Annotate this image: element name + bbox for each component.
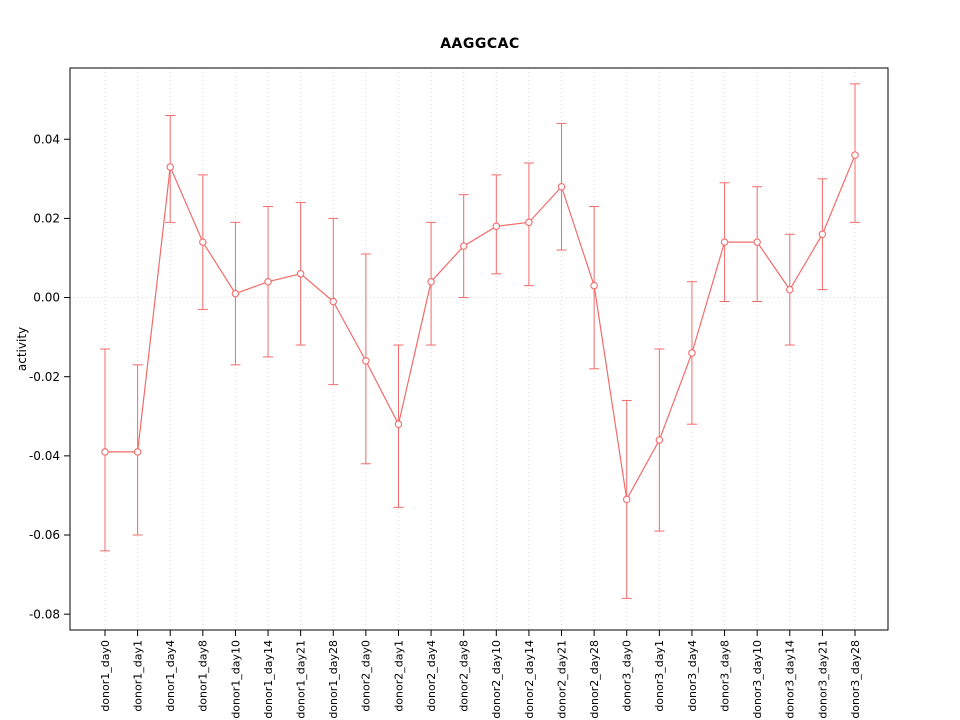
plot-box — [69, 67, 889, 631]
data-point — [166, 163, 174, 171]
x-tick-label: donor2_day1 — [392, 640, 405, 712]
data-point — [655, 436, 664, 444]
x-tick-label: donor1_day10 — [229, 640, 242, 719]
data-point — [329, 297, 338, 306]
data-point — [622, 495, 631, 504]
data-point — [688, 349, 696, 357]
x-tick-label: donor3_day8 — [718, 640, 731, 712]
data-point — [296, 270, 305, 278]
data-points — [101, 151, 859, 504]
data-point — [133, 448, 142, 456]
data-point — [264, 277, 272, 286]
data-point — [786, 285, 794, 294]
x-tick-label: donor2_day10 — [490, 640, 503, 719]
data-point — [720, 238, 729, 246]
data-point — [427, 277, 435, 286]
x-tick-label: donor1_day14 — [262, 640, 275, 719]
y-tick-label: -0.08 — [29, 607, 60, 621]
x-tick-label: donor1_day0 — [99, 640, 112, 712]
gridlines — [70, 68, 888, 630]
data-point — [557, 182, 566, 191]
axis-labels: -0.08 -0.06 -0.04 -0.02 0.00 0.02 0.04 donor1_d… — [15, 132, 862, 718]
y-tick-label: 0.00 — [33, 291, 60, 305]
data-point — [199, 238, 207, 246]
x-tick-label: donor2_day0 — [360, 640, 373, 712]
data-point — [851, 151, 859, 159]
y-axis-title: activity — [15, 327, 29, 371]
x-tick-label: donor3_day4 — [686, 640, 699, 712]
data-point — [459, 242, 468, 250]
data-point — [818, 230, 827, 238]
x-tick-label: donor3_day14 — [784, 640, 797, 719]
y-tick-label: 0.04 — [33, 132, 60, 146]
x-tick-label: donor3_day21 — [816, 640, 829, 719]
x-tick-label: donor3_day0 — [621, 640, 634, 712]
x-tick-label: donor1_day1 — [131, 640, 144, 712]
x-tick-label: donor1_day8 — [197, 640, 210, 712]
x-tick-label: donor2_day8 — [458, 640, 471, 712]
y-tick-label: -0.06 — [29, 528, 60, 542]
x-tick-label: donor2_day4 — [425, 640, 438, 712]
error-bars — [100, 83, 860, 599]
series-line — [105, 154, 856, 502]
data-point — [362, 357, 370, 365]
y-tick-label: 0.02 — [33, 212, 60, 226]
data-point — [231, 289, 240, 298]
x-tick-label: donor3_day28 — [849, 640, 862, 719]
x-tick-label: donor2_day14 — [523, 640, 536, 719]
data-point — [394, 420, 403, 428]
chart-title: AAGGCAC — [440, 36, 520, 52]
y-tick-label: -0.04 — [29, 449, 60, 463]
data-point — [492, 222, 501, 231]
x-tick-label: donor3_day1 — [653, 640, 666, 712]
data-point — [590, 281, 598, 290]
data-point — [753, 238, 761, 246]
x-tick-label: donor1_day28 — [327, 640, 340, 719]
x-tick-label: donor2_day21 — [555, 640, 568, 719]
data-point — [525, 218, 533, 227]
x-tick-label: donor1_day4 — [164, 640, 177, 712]
y-tick-label: -0.02 — [29, 370, 60, 384]
data-point — [101, 448, 109, 456]
axis-ticks — [64, 138, 856, 636]
x-tick-label: donor3_day10 — [751, 640, 764, 719]
x-tick-label: donor2_day28 — [588, 640, 601, 719]
x-tick-label: donor1_day21 — [295, 640, 308, 719]
